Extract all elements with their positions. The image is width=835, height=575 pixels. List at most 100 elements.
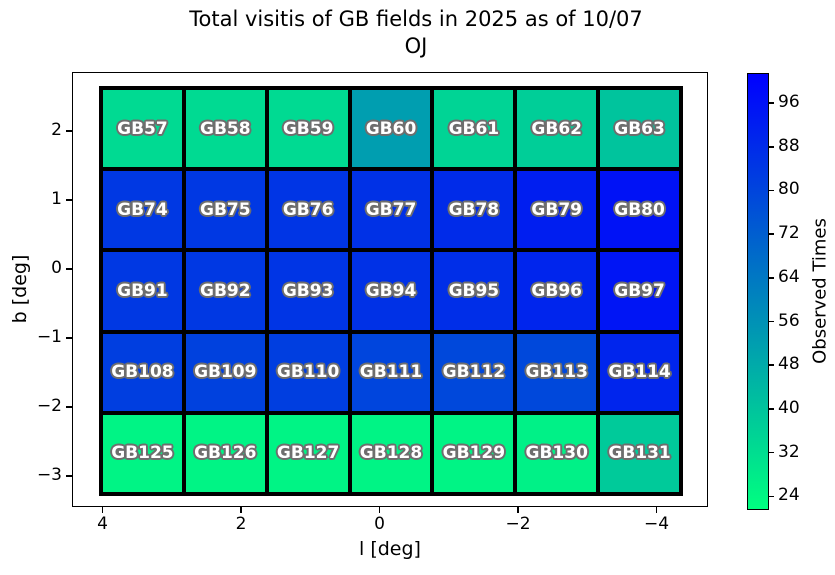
field-label: GB57	[117, 118, 168, 139]
field-label: GB91	[117, 280, 168, 301]
field-cell: GB92	[183, 250, 267, 332]
field-cell: GB78	[432, 169, 516, 251]
y-tick-mark	[66, 337, 72, 339]
field-label: GB109	[194, 362, 257, 383]
field-label: GB112	[442, 362, 506, 383]
field-cell: GB59	[266, 88, 350, 170]
field-cell: GB61	[432, 88, 516, 170]
field-cell: GB129	[432, 412, 516, 494]
field-label: GB78	[448, 199, 500, 220]
field-label: GB80	[614, 199, 665, 220]
x-tick-mark	[240, 507, 242, 513]
chart-title: Total visitis of GB fields in 2025 as of…	[189, 7, 643, 31]
colorbar-tick-mark	[769, 451, 774, 454]
field-cell: GB75	[183, 169, 267, 251]
x-tick-mark	[378, 507, 381, 513]
colorbar-tick-label: 72	[778, 223, 800, 244]
colorbar-tick-label: 96	[778, 92, 800, 113]
y-tick-label: −1	[36, 327, 62, 347]
field-label: GB128	[359, 443, 423, 464]
field-cell: GB62	[515, 88, 599, 170]
colorbar-label: Observed Times	[809, 218, 831, 364]
field-cell: GB79	[515, 169, 599, 251]
x-tick-label: −2	[505, 514, 531, 534]
field-cell: GB126	[183, 412, 267, 494]
field-cell: GB60	[349, 88, 433, 170]
field-cell: GB91	[101, 250, 184, 332]
colorbar-tick-mark	[769, 320, 774, 323]
field-label: GB94	[365, 280, 417, 301]
field-label: GB127	[276, 443, 340, 464]
field-label: GB95	[448, 280, 500, 301]
field-grid: GB57 GB58 GB59 GB60 GB61 GB62 GB63 GB74 GB75 GB76…	[99, 86, 683, 496]
x-tick-label: −4	[643, 514, 670, 534]
field-label: GB113	[525, 362, 588, 383]
y-tick-label: 2	[51, 120, 62, 140]
field-label: GB79	[531, 199, 582, 220]
colorbar-tick-label: 80	[778, 179, 800, 200]
y-tick-mark	[66, 475, 72, 477]
y-tick-mark	[66, 199, 72, 201]
field-cell: GB74	[101, 169, 184, 251]
field-cell: GB77	[349, 169, 433, 251]
field-label: GB131	[608, 443, 671, 464]
field-cell: GB58	[183, 88, 267, 170]
field-cell: GB109	[183, 331, 267, 413]
field-cell: GB127	[266, 412, 350, 494]
colorbar-tick-label: 64	[778, 266, 800, 287]
field-label: GB129	[442, 443, 506, 464]
field-label: GB97	[614, 280, 665, 301]
field-cell: GB97	[598, 250, 681, 332]
y-tick-mark	[66, 130, 72, 132]
colorbar-tick-mark	[769, 364, 774, 367]
field-label: GB108	[111, 362, 174, 383]
colorbar-tick-label: 48	[778, 354, 800, 375]
colorbar-tick-mark	[769, 233, 774, 235]
y-tick-mark	[66, 268, 72, 270]
field-label: GB114	[608, 362, 671, 383]
field-cell: GB80	[598, 169, 681, 251]
field-label: GB130	[525, 443, 588, 464]
chart-subtitle: OJ	[404, 34, 428, 58]
field-cell: GB95	[432, 250, 516, 332]
field-label: GB62	[531, 118, 582, 139]
field-label: GB111	[359, 362, 423, 383]
field-label: GB92	[199, 280, 251, 301]
y-tick-label: −2	[36, 396, 62, 416]
field-label: GB63	[614, 118, 665, 139]
field-label: GB58	[199, 118, 251, 139]
field-cell: GB113	[515, 331, 599, 413]
y-tick-mark	[66, 406, 72, 408]
colorbar-tick-mark	[769, 145, 774, 148]
field-cell: GB112	[432, 331, 516, 413]
field-cell: GB94	[349, 250, 433, 332]
y-tick-label: 0	[51, 258, 62, 278]
field-cell: GB76	[266, 169, 350, 251]
x-axis-label: l [deg]	[359, 538, 421, 560]
x-tick-label: 0	[374, 514, 385, 534]
field-cell: GB108	[101, 331, 184, 413]
field-cell: GB96	[515, 250, 599, 332]
y-tick-label: −3	[36, 465, 62, 485]
field-label: GB125	[111, 443, 174, 464]
field-label: GB61	[448, 118, 500, 139]
x-tick-mark	[101, 507, 104, 513]
field-cell: GB128	[349, 412, 433, 494]
field-label: GB59	[282, 118, 334, 139]
field-cell: GB125	[101, 412, 184, 494]
field-label: GB60	[365, 118, 417, 139]
colorbar-tick-mark	[769, 189, 774, 192]
field-label: GB74	[117, 199, 168, 220]
colorbar-tick-mark	[769, 277, 774, 279]
field-cell: GB131	[598, 412, 681, 494]
colorbar-tick-mark	[769, 495, 774, 498]
field-cell: GB111	[349, 331, 433, 413]
plot-area: GB57 GB58 GB59 GB60 GB61 GB62 GB63 GB74 GB75 GB76…	[72, 72, 708, 507]
field-label: GB110	[276, 362, 340, 383]
y-tick-label: 1	[51, 189, 62, 209]
colorbar-gradient	[747, 73, 769, 510]
x-tick-mark	[517, 507, 519, 513]
field-label: GB96	[531, 280, 582, 301]
colorbar-tick-label: 56	[778, 310, 800, 331]
field-cell: GB57	[101, 88, 184, 170]
